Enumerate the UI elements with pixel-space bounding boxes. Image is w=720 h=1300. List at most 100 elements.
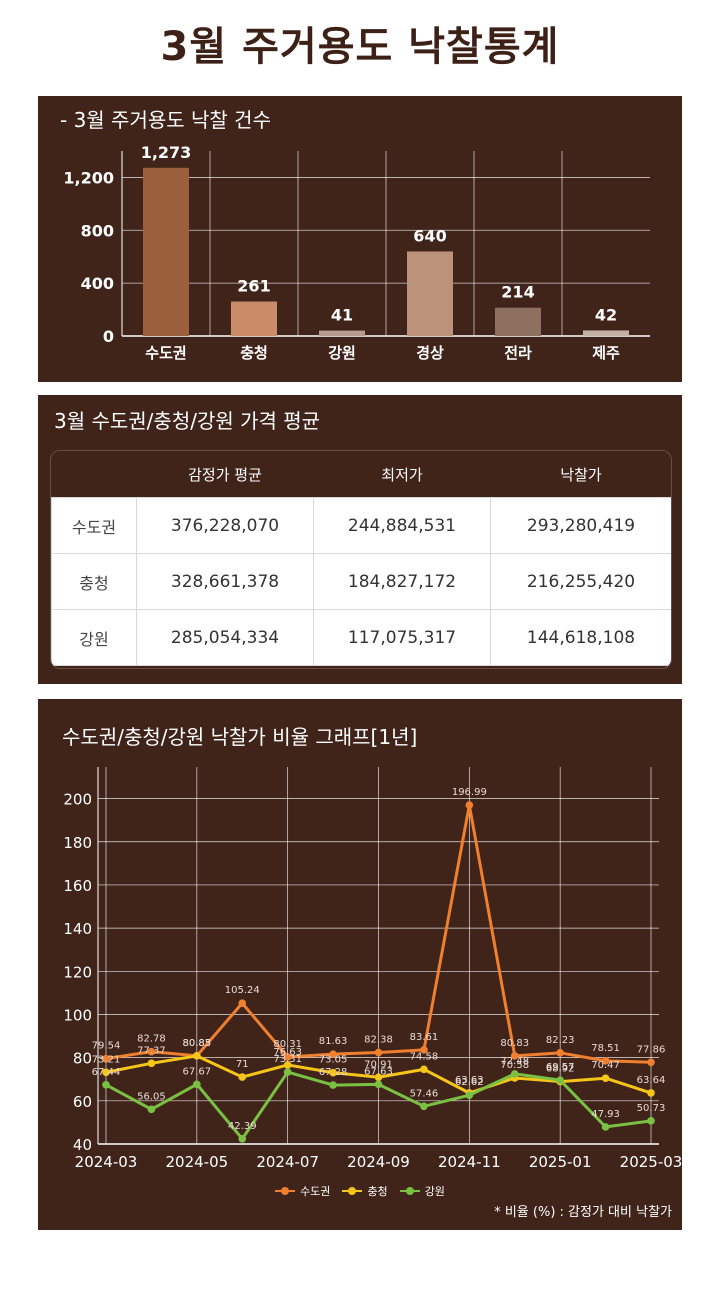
price-table: 감정가 평균 최저가 낙찰가 수도권 376,228,070 244,884,5…: [51, 451, 671, 666]
data-point: [601, 1123, 610, 1131]
data-label: 63.64: [637, 1075, 666, 1086]
data-point: [102, 1068, 110, 1077]
data-label: 50.73: [637, 1103, 666, 1114]
y-tick-label: 0: [103, 327, 114, 346]
data-label: 82.23: [546, 1035, 575, 1046]
data-label: 80.83: [183, 1038, 212, 1049]
data-point: [238, 999, 247, 1007]
price-table-panel: 3월 수도권/충청/강원 가격 평균 감정가 평균 최저가 낙찰가 수도권 37…: [38, 395, 682, 684]
table-cell: 244,884,531: [313, 497, 491, 554]
table-cell: 285,054,334: [136, 609, 314, 666]
line-chart-panel: 수도권/충청/강원 낙찰가 비율 그래프[1년] 40 60 80 100 120 140…: [38, 699, 682, 1230]
data-label: 63.63: [455, 1075, 484, 1086]
data-label: 78.51: [591, 1043, 620, 1054]
table-cell: 328,661,378: [136, 553, 314, 610]
data-point: [193, 1080, 201, 1089]
data-point: [420, 1065, 428, 1074]
data-point: [283, 1061, 292, 1069]
table-row: 수도권 376,228,070 244,884,531 293,280,419: [51, 497, 671, 554]
data-label: 69.57: [546, 1062, 575, 1073]
data-point: [238, 1073, 247, 1081]
x-tick-label: 2025-03: [620, 1153, 682, 1171]
data-point: [193, 1052, 201, 1060]
data-point: [556, 1076, 564, 1084]
y-tick-label: 160: [63, 877, 92, 895]
data-label: 79.54: [92, 1041, 121, 1052]
y-tick-label: 40: [73, 1136, 92, 1154]
line-chart-title: 수도권/충청/강원 낙찰가 비율 그래프[1년]: [62, 725, 418, 749]
data-point: [147, 1047, 156, 1056]
data-label: 80.85: [183, 1038, 212, 1049]
bar: [231, 301, 277, 336]
table-header-row: 감정가 평균 최저가 낙찰가: [51, 451, 671, 498]
table-row-label: 강원: [51, 609, 137, 666]
y-tick-label: 120: [63, 963, 92, 981]
data-point: [420, 1046, 428, 1054]
data-point: [647, 1058, 655, 1067]
table-header-cell: 최저가: [313, 451, 491, 498]
price-table-wrapper: 감정가 평균 최저가 낙찰가 수도권 376,228,070 244,884,5…: [50, 450, 672, 669]
bar: [495, 307, 541, 336]
x-tick-label: 2025-01: [529, 1153, 592, 1171]
y-tick-label: 1,200: [63, 168, 114, 187]
legend-label: 충청: [367, 1185, 388, 1198]
legend-label: 강원: [424, 1185, 445, 1198]
data-point: [374, 1048, 383, 1057]
table-cell: 376,228,070: [136, 497, 314, 554]
y-tick-label: 80: [73, 1050, 92, 1068]
data-label: 70.91: [364, 1059, 393, 1070]
bar: [583, 330, 629, 336]
y-tick-label: 200: [63, 791, 92, 809]
bar-value-label: 1,273: [141, 143, 192, 162]
table-row: 충청 328,661,378 184,827,172 216,255,420: [51, 553, 671, 610]
bar: [319, 330, 365, 336]
table-row-label: 충청: [51, 553, 137, 610]
y-tick-label: 100: [63, 1006, 92, 1024]
data-label: 80.83: [500, 1038, 529, 1049]
y-tick-label: 140: [63, 920, 92, 938]
legend-item: 충청: [342, 1183, 388, 1199]
data-point: [283, 1068, 292, 1076]
data-label: 71: [236, 1059, 249, 1070]
y-tick-label: 800: [81, 221, 114, 240]
data-label: 81.63: [319, 1036, 348, 1047]
table-cell: 184,827,172: [313, 553, 491, 610]
bar-value-label: 261: [237, 277, 270, 296]
x-tick-label: 2024-07: [256, 1153, 319, 1171]
table-row-label: 수도권: [51, 497, 137, 554]
legend-item: 수도권: [275, 1183, 330, 1199]
data-point: [510, 1052, 519, 1060]
data-label: 67.63: [364, 1066, 393, 1077]
x-tick-label: 전라: [504, 344, 532, 362]
data-label: 56.05: [137, 1091, 166, 1102]
data-point: [420, 1102, 428, 1111]
data-point: [601, 1074, 610, 1083]
data-label: 73.21: [92, 1054, 121, 1065]
table-cell: 144,618,108: [490, 609, 671, 666]
ratio-note: * 비율 (%) : 감정가 대비 낙찰가: [494, 1205, 672, 1220]
bar-value-label: 41: [331, 306, 353, 325]
bar-value-label: 42: [595, 305, 617, 324]
bar: [407, 251, 453, 336]
page-title: 3월 주거용도 낙찰통계: [160, 24, 560, 70]
x-tick-label: 2024-09: [347, 1153, 410, 1171]
data-label: 67.44: [92, 1067, 121, 1078]
data-point: [329, 1081, 337, 1089]
data-label: 196.99: [452, 787, 487, 798]
legend-item: 강원: [399, 1183, 445, 1199]
data-point: [374, 1080, 383, 1089]
data-point: [556, 1049, 564, 1057]
data-label: 70.58: [500, 1060, 529, 1071]
table-cell: 216,255,420: [490, 553, 671, 610]
bar-chart-title: - 3월 주거용도 낙찰 건수: [60, 108, 271, 132]
data-label: 74.58: [410, 1051, 439, 1062]
data-label: 80.31: [273, 1039, 302, 1050]
bar-chart-panel: - 3월 주거용도 낙찰 건수 0 400 800 1,200 1,273 수도권 261 충…: [38, 96, 682, 382]
table-row: 강원 285,054,334 117,075,317 144,618,108: [51, 609, 671, 666]
x-tick-label: 제주: [592, 344, 620, 362]
y-tick-label: 60: [73, 1093, 92, 1111]
data-label: 62.62: [455, 1077, 484, 1088]
data-label: 73.31: [273, 1054, 302, 1065]
bar-value-label: 214: [501, 283, 534, 302]
x-tick-label: 2024-11: [438, 1153, 501, 1171]
